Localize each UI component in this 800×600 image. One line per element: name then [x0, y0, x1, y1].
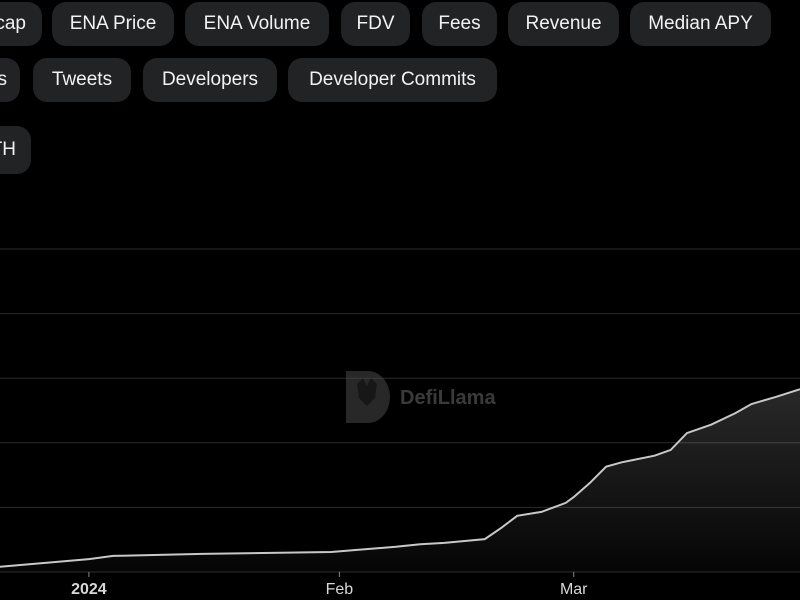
tab-label: TH [0, 139, 16, 160]
tab-button[interactable]: s [0, 58, 20, 102]
watermark: DefiLlama [346, 371, 496, 423]
tab-label: cap [0, 13, 26, 34]
tab-button[interactable]: Median APY [630, 2, 771, 46]
tab-button[interactable]: Tweets [33, 58, 131, 102]
x-axis: 2024 Feb Mar [71, 572, 588, 598]
plot [0, 388, 800, 572]
watermark-logo-llama [357, 378, 377, 406]
tab-button[interactable]: Developer Commits [288, 58, 497, 102]
tab-button[interactable]: ENA Price [52, 2, 174, 46]
tab-button[interactable]: Revenue [508, 2, 619, 46]
x-tick-label: Feb [326, 581, 354, 598]
area [0, 389, 800, 572]
tab-label: s [0, 69, 7, 90]
tab-button[interactable]: cap [0, 2, 42, 46]
x-tick-label: Mar [560, 581, 588, 598]
tab-button[interactable]: FDV [341, 2, 410, 46]
line [0, 388, 800, 568]
tab-button[interactable]: TH [0, 126, 31, 174]
tab-button[interactable]: Fees [422, 2, 497, 46]
watermark-text: DefiLlama [400, 387, 496, 409]
x-tick-label: 2024 [71, 581, 107, 598]
tab-button[interactable]: ENA Volume [185, 2, 329, 46]
tab-button[interactable]: Developers [143, 58, 277, 102]
